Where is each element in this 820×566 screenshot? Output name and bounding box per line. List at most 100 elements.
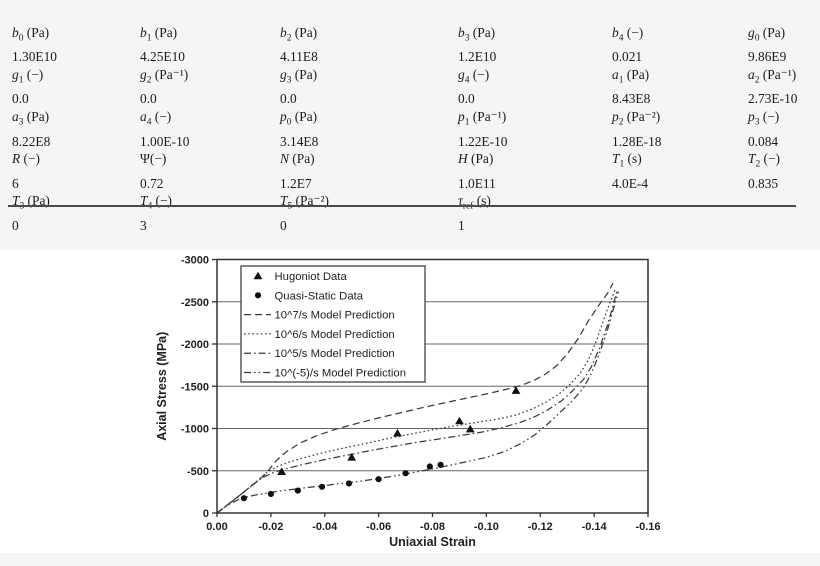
param-label: g0 (Pa) — [748, 25, 786, 44]
param-label: H (Pa) — [458, 151, 494, 167]
param-value: 0 — [280, 217, 287, 233]
param-value: 0.0 — [12, 91, 29, 107]
param-label: p3 (−) — [748, 109, 780, 128]
param-value: 0.72 — [140, 175, 164, 191]
triangle-marker — [277, 467, 287, 475]
x-tick-label: -0.08 — [420, 521, 445, 533]
triangle-marker — [347, 453, 357, 461]
legend-label: 10^7/s Model Prediction — [275, 310, 395, 322]
legend: Hugoniot Data Quasi-Static Data 10^7/s Mod… — [240, 265, 426, 383]
param-label: g2 (Pa⁻¹) — [140, 67, 189, 86]
circle-marker — [294, 487, 301, 494]
circle-marker — [240, 495, 248, 502]
param-value: 2.73E-10 — [748, 91, 798, 107]
legend-label: 10^5/s Model Prediction — [275, 348, 395, 360]
circle-marker — [267, 490, 274, 498]
param-value: 0 — [12, 217, 19, 233]
param-value: 6 — [12, 175, 19, 191]
y-tick-label: 0 — [203, 508, 209, 520]
param-value: 4.25E10 — [140, 49, 186, 65]
triangle-marker — [393, 428, 402, 437]
param-value: 1.0E11 — [458, 175, 496, 191]
legend-circle-marker — [254, 292, 262, 299]
circle-marker — [345, 480, 353, 487]
param-label: a3 (Pa) — [12, 109, 50, 128]
triangle-marker — [465, 424, 475, 433]
param-value: 1.00E-10 — [140, 133, 190, 149]
param-label: b1 (Pa) — [140, 25, 178, 44]
circle-marker — [437, 461, 444, 468]
series-line-0 — [216, 282, 614, 514]
x-tick-label: -0.06 — [366, 521, 391, 533]
param-value: 3.14E8 — [280, 133, 319, 149]
y-tick-label: -1500 — [181, 381, 209, 393]
x-tick-label: -0.04 — [312, 521, 338, 533]
x-tick-label: 0.00 — [206, 521, 227, 533]
x-tick-label: -0.16 — [635, 521, 660, 533]
param-value: 4.11E8 — [280, 49, 318, 65]
param-value: 1 — [458, 217, 465, 233]
param-label: R (−) — [12, 151, 41, 167]
model-curve — [216, 282, 614, 514]
y-tick-label: -2500 — [181, 297, 209, 309]
param-value: 0.0 — [280, 91, 297, 107]
series-scatter-0 — [277, 386, 521, 475]
param-label: T2 (−) — [748, 151, 781, 170]
circle-marker — [318, 483, 326, 490]
series-scatter-1 — [240, 461, 444, 502]
legend-label: Hugoniot Data — [275, 271, 348, 283]
param-label: g3 (Pa) — [280, 67, 318, 86]
param-label: p2 (Pa⁻²) — [612, 109, 661, 128]
model-curve — [216, 290, 618, 514]
param-label: a1 (Pa) — [612, 67, 650, 86]
param-value: 4.0E-4 — [612, 175, 649, 191]
legend-label: Quasi-Static Data — [275, 290, 364, 302]
param-value — [748, 217, 820, 235]
param-value: 1.22E-10 — [458, 133, 508, 149]
legend-label: 10^(-5)/s Model Prediction — [275, 368, 407, 380]
y-axis-title: Axial Stress (MPa) — [155, 332, 169, 441]
y-tick-label: -500 — [187, 466, 209, 478]
param-value: 0.021 — [612, 49, 643, 65]
param-value: 0.0 — [140, 91, 157, 107]
triangle-marker — [511, 386, 521, 394]
param-value — [612, 217, 748, 235]
param-value: 0.084 — [748, 133, 779, 149]
model-curve — [216, 287, 617, 514]
param-label: b4 (−) — [612, 25, 644, 44]
param-value: 0.835 — [748, 175, 779, 191]
stress-strain-chart: 0 -500 -1000 -1500 -2000 -2500 -3000 0.00 -0.02 -… — [155, 255, 661, 550]
param-label: b2 (Pa) — [280, 25, 318, 44]
param-value: 1.30E10 — [12, 49, 58, 65]
legend-box — [240, 265, 426, 383]
param-label: g4 (−) — [458, 67, 490, 86]
series-line-1 — [216, 287, 617, 514]
param-value: 3 — [140, 217, 147, 233]
table-bottom-rule — [8, 205, 796, 207]
y-tick-label: -2000 — [181, 339, 209, 351]
series-line-2 — [216, 290, 618, 514]
param-value: 0.0 — [458, 91, 475, 107]
param-value: 8.22E8 — [12, 133, 51, 149]
param-label: N (Pa) — [280, 151, 315, 167]
circle-marker — [426, 463, 433, 470]
y-tick-label: -1000 — [181, 424, 209, 436]
x-tick-label: -0.10 — [474, 521, 499, 533]
param-value: 1.2E10 — [458, 49, 497, 65]
param-label: T1 (s) — [612, 151, 642, 170]
param-label: a4 (−) — [140, 109, 172, 128]
legend-label: 10^6/s Model Prediction — [275, 329, 395, 341]
param-label: b0 (Pa) — [12, 25, 50, 44]
param-label: b3 (Pa) — [458, 25, 496, 44]
x-tick-label: -0.14 — [582, 521, 608, 533]
triangle-marker — [455, 416, 464, 425]
x-tick-label: -0.02 — [258, 521, 283, 533]
param-value: 9.86E9 — [748, 49, 787, 65]
figure-panel: 0 -500 -1000 -1500 -2000 -2500 -3000 0.00 -0.02 -… — [0, 250, 820, 553]
y-axis: 0 -500 -1000 -1500 -2000 -2500 -3000 — [181, 255, 217, 520]
param-label: g1 (−) — [12, 67, 44, 86]
param-label: Ψ(−) — [140, 151, 167, 167]
x-axis-title: Uniaxial Strain — [389, 535, 476, 549]
param-value: 1.2E7 — [280, 175, 312, 191]
